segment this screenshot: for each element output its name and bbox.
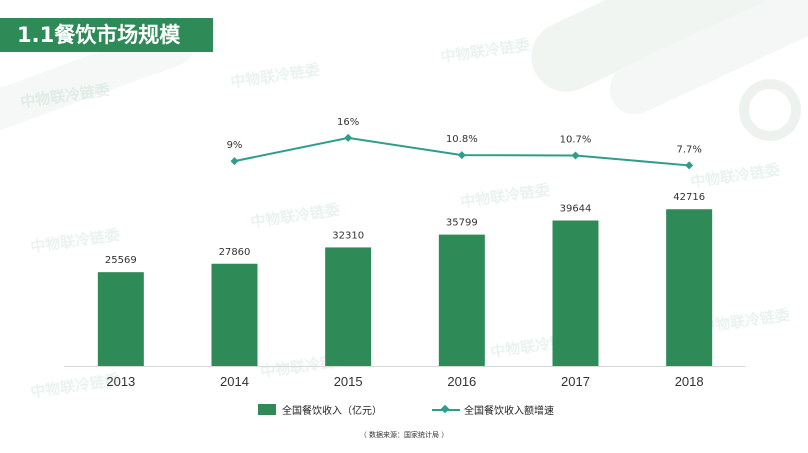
growth-point: [685, 161, 694, 170]
growth-point: [571, 151, 580, 160]
bar-value-label: 42716: [673, 192, 705, 203]
legend-item-bar: 全国餐饮收入（亿元）: [258, 402, 382, 417]
growth-value-label: 10.7%: [560, 134, 592, 145]
bar: [438, 234, 485, 366]
bar-value-label: 39644: [560, 204, 592, 215]
legend-label-line: 全国餐饮收入额增速: [464, 406, 554, 417]
bar: [552, 220, 599, 366]
bar-value-label: 35799: [446, 218, 478, 229]
growth-value-label: 9%: [227, 140, 243, 151]
source-note: （ 数据来源：国家统计局 ）: [359, 431, 449, 439]
bar-value-label: 32310: [332, 230, 364, 241]
chart: 25569 2013 27860 2014 32310 2015 35799 2016 3964…: [64, 117, 746, 389]
legend-swatch-bar: [258, 404, 276, 415]
bar: [97, 272, 144, 366]
legend-item-line: 全国餐饮收入额增速: [432, 402, 554, 417]
growth-value-label: 10.8%: [446, 134, 478, 145]
page-title: 1.1餐饮市场规模: [17, 23, 181, 47]
x-tick-label: 2018: [675, 374, 704, 389]
bar: [666, 209, 713, 366]
growth-point: [230, 157, 239, 166]
growth-value-label: 16%: [337, 117, 359, 128]
growth-value-label: 7.7%: [676, 144, 701, 155]
x-tick-label: 2017: [561, 374, 590, 389]
bar: [325, 247, 372, 366]
x-tick-label: 2015: [334, 374, 363, 389]
bar-value-label: 27860: [219, 247, 251, 258]
legend-swatch-line: [432, 404, 460, 415]
legend-label-bar: 全国餐饮收入（亿元）: [282, 406, 382, 417]
bar: [211, 263, 258, 366]
legend: 全国餐饮收入（亿元） 全国餐饮收入额增速: [0, 402, 808, 417]
x-tick-label: 2013: [106, 374, 135, 389]
bar-value-label: 25569: [105, 255, 137, 266]
growth-point: [457, 151, 466, 160]
growth-point: [344, 133, 353, 142]
title-bar: 1.1餐饮市场规模: [0, 18, 213, 52]
x-tick-label: 2016: [447, 374, 476, 389]
x-tick-label: 2014: [220, 374, 249, 389]
